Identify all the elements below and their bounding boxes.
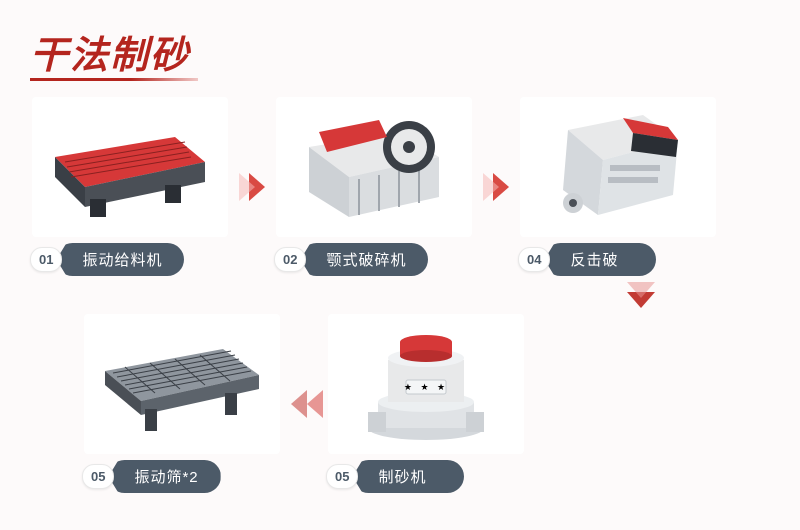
step-number-badge: 05 bbox=[82, 464, 114, 489]
label-row: 05 振动筛*2 bbox=[82, 460, 282, 493]
machine-image-jaw bbox=[276, 97, 472, 237]
step-label: 颚式破碎机 bbox=[300, 243, 428, 276]
machine-image-sandmaker: ★ ★ ★ bbox=[328, 314, 524, 454]
arrow-right-2 bbox=[474, 117, 518, 257]
step-vibrating-feeder: 01 振动给料机 bbox=[30, 97, 230, 276]
step-impact-crusher: 04 反击破 bbox=[518, 97, 718, 276]
step-jaw-crusher: 02 颚式破碎机 bbox=[274, 97, 474, 276]
title-underline bbox=[30, 78, 198, 81]
arrow-left bbox=[282, 334, 326, 474]
sand-maker-icon: ★ ★ ★ bbox=[341, 324, 511, 444]
flow-row-1: 01 振动给料机 bbox=[30, 97, 770, 276]
step-number-badge: 01 bbox=[30, 247, 62, 272]
label-row: 02 颚式破碎机 bbox=[274, 243, 474, 276]
chevron-left-icon bbox=[291, 390, 307, 418]
step-number-badge: 05 bbox=[326, 464, 358, 489]
step-label: 振动给料机 bbox=[56, 243, 184, 276]
arrow-down bbox=[30, 282, 770, 308]
chevron-left-icon bbox=[307, 390, 323, 418]
feeder-icon bbox=[45, 107, 215, 227]
step-label: 反击破 bbox=[544, 243, 656, 276]
impact-crusher-icon bbox=[533, 107, 703, 227]
chevron-right-icon bbox=[483, 173, 499, 201]
machine-image-feeder bbox=[32, 97, 228, 237]
machine-image-screen bbox=[84, 314, 280, 454]
machine-image-impact bbox=[520, 97, 716, 237]
step-number-badge: 04 bbox=[518, 247, 550, 272]
svg-text:★ ★ ★: ★ ★ ★ bbox=[404, 382, 448, 392]
chevron-down-icon bbox=[627, 282, 655, 298]
label-row: 05 制砂机 bbox=[326, 460, 526, 493]
step-label: 制砂机 bbox=[352, 460, 464, 493]
page-title: 干法制砂 bbox=[30, 24, 770, 79]
step-label: 振动筛*2 bbox=[108, 460, 220, 493]
label-row: 04 反击破 bbox=[518, 243, 718, 276]
step-vibrating-screen: 05 振动筛*2 bbox=[82, 314, 282, 493]
diagram-container: 干法制砂 bbox=[0, 0, 800, 530]
step-sand-maker: ★ ★ ★ 05 制砂机 bbox=[326, 314, 526, 493]
label-row: 01 振动给料机 bbox=[30, 243, 230, 276]
step-number-badge: 02 bbox=[274, 247, 306, 272]
arrow-right-1 bbox=[230, 117, 274, 257]
chevron-right-icon bbox=[239, 173, 255, 201]
flow-row-2: 05 振动筛*2 bbox=[30, 314, 770, 493]
jaw-crusher-icon bbox=[289, 107, 459, 227]
vibrating-screen-icon bbox=[97, 324, 267, 444]
